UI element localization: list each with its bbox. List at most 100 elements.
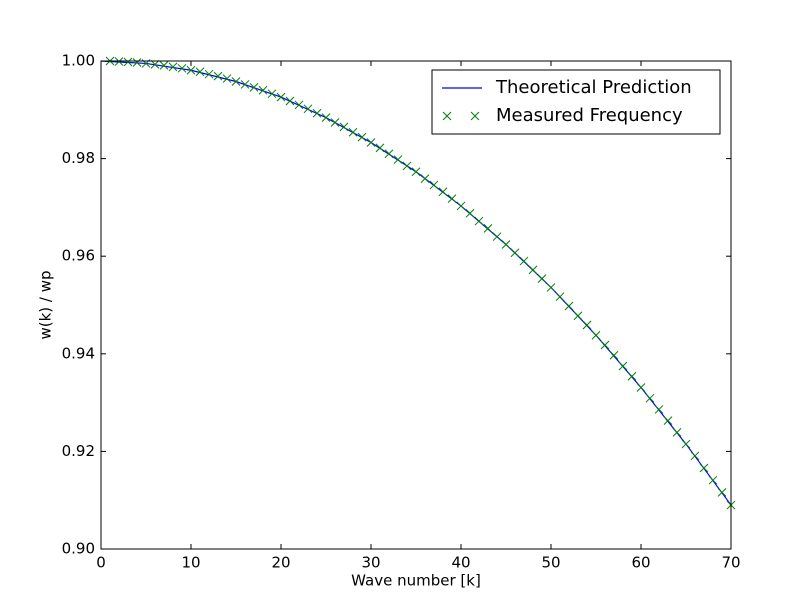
marker-stroke	[519, 256, 529, 266]
legend-swatch	[442, 111, 452, 121]
data-point	[690, 451, 700, 461]
data-point	[186, 65, 196, 75]
data-point	[555, 292, 565, 302]
x-axis-label: Wave number [k]	[351, 572, 481, 590]
marker-stroke	[411, 167, 421, 177]
data-point	[681, 439, 691, 449]
marker-stroke	[591, 330, 601, 340]
plot-frame	[100, 60, 732, 550]
data-point	[231, 77, 241, 86]
data-point	[267, 89, 277, 99]
marker-stroke	[681, 439, 691, 449]
marker-stroke	[528, 265, 538, 275]
legend-label: Measured Frequency	[496, 105, 683, 126]
marker-stroke	[222, 74, 232, 83]
data-point	[528, 265, 538, 275]
marker-stroke	[618, 361, 628, 371]
marker-stroke	[348, 127, 358, 137]
legend-label: Theoretical Prediction	[495, 77, 692, 98]
data-point	[474, 216, 484, 226]
x-tick-label: 0	[96, 554, 106, 572]
data-point	[546, 283, 556, 292]
marker-stroke	[285, 96, 295, 106]
marker-stroke	[474, 216, 484, 226]
marker-stroke	[384, 149, 394, 159]
data-point	[222, 74, 232, 83]
marker-stroke	[510, 248, 520, 258]
marker-stroke	[168, 62, 178, 72]
marker-stroke	[375, 143, 385, 153]
marker-stroke	[442, 111, 452, 121]
data-point	[366, 138, 376, 147]
marker-stroke	[501, 240, 511, 249]
data-point	[717, 488, 727, 497]
data-point	[447, 194, 457, 203]
marker-stroke	[276, 92, 286, 102]
data-point	[393, 155, 403, 164]
data-point	[618, 361, 628, 371]
legend-frame	[431, 69, 721, 135]
data-point	[456, 201, 466, 211]
marker-stroke	[492, 232, 502, 242]
marker-stroke	[132, 58, 142, 67]
x-tick-label: 40	[451, 554, 470, 572]
data-point	[501, 240, 511, 249]
marker-stroke	[150, 60, 160, 69]
marker-stroke	[159, 61, 169, 70]
data-point	[357, 132, 367, 142]
marker-stroke	[627, 371, 637, 381]
data-point	[483, 224, 493, 233]
legend: Theoretical Prediction Measured Frequency	[431, 69, 721, 135]
marker-stroke	[654, 405, 664, 414]
marker-stroke	[429, 180, 439, 190]
data-point	[645, 393, 655, 403]
marker-stroke	[582, 320, 592, 330]
y-axis-label: w(k) / wp	[37, 270, 55, 339]
marker-stroke	[186, 65, 196, 75]
data-point	[573, 311, 583, 321]
data-point	[510, 248, 520, 258]
marker-stroke	[249, 82, 259, 92]
marker-stroke	[330, 118, 340, 127]
data-point	[564, 301, 574, 311]
x-tick-label: 10	[181, 554, 200, 572]
marker-stroke	[645, 393, 655, 403]
data-point	[609, 350, 619, 360]
data-point	[411, 167, 421, 177]
marker-stroke	[123, 57, 133, 67]
data-point	[654, 405, 664, 414]
data-point	[303, 104, 313, 114]
data-point	[699, 463, 709, 473]
data-point	[330, 118, 340, 127]
data-point	[321, 113, 331, 122]
y-tick-label: 0.94	[62, 344, 95, 362]
marker-stroke	[546, 283, 556, 292]
marker-stroke	[465, 208, 475, 218]
x-tick-label: 70	[721, 554, 740, 572]
marker-stroke	[204, 69, 214, 79]
marker-stroke	[438, 187, 448, 197]
marker-stroke	[231, 77, 241, 86]
marker-stroke	[393, 155, 403, 164]
marker-stroke	[213, 71, 223, 81]
data-point	[591, 330, 601, 340]
data-point	[204, 69, 214, 79]
marker-stroke	[690, 451, 700, 461]
marker-stroke	[402, 161, 412, 171]
data-point	[339, 122, 349, 132]
marker-stroke	[321, 113, 331, 122]
data-point	[627, 371, 637, 381]
y-tick-label: 0.90	[62, 540, 95, 558]
marker-stroke	[303, 104, 313, 114]
marker-stroke	[447, 194, 457, 203]
data-point	[672, 428, 682, 437]
data-point	[123, 57, 133, 67]
marker-stroke	[312, 108, 322, 118]
data-point	[438, 187, 448, 197]
data-point	[312, 108, 322, 118]
marker-stroke	[708, 475, 718, 485]
data-point	[465, 208, 475, 218]
marker-stroke	[456, 201, 466, 211]
legend-swatch	[470, 111, 480, 121]
marker-stroke	[195, 67, 205, 77]
